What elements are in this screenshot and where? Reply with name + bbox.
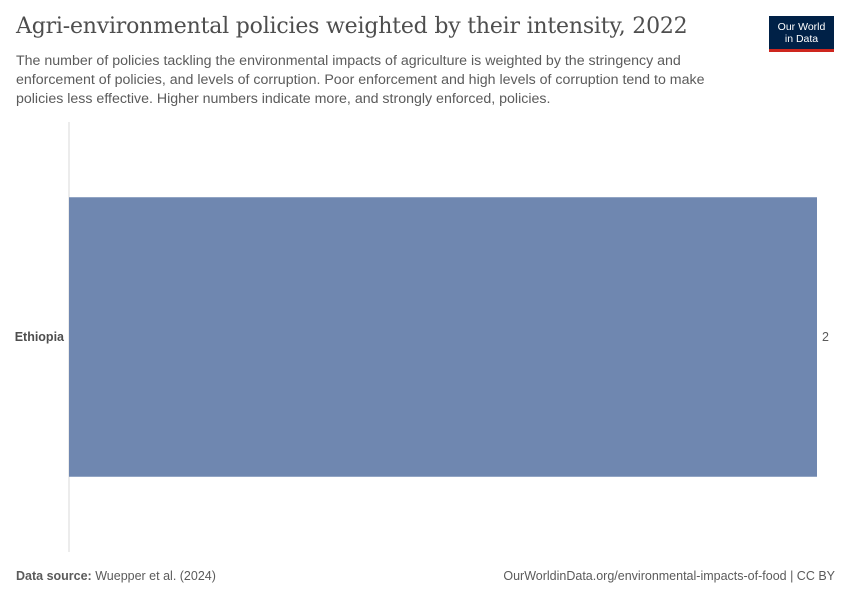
data-source: Data source: Wuepper et al. (2024): [16, 569, 216, 583]
data-source-label: Data source:: [16, 569, 92, 583]
logo-line-1: Our World: [777, 21, 826, 33]
bars-group: Ethiopia 2: [15, 197, 829, 477]
category-label: Ethiopia: [15, 330, 65, 344]
owid-logo[interactable]: Our World in Data: [769, 16, 834, 52]
value-label: 2: [822, 330, 829, 344]
data-source-text[interactable]: Wuepper et al. (2024): [95, 569, 216, 583]
chart-subtitle: The number of policies tackling the envi…: [16, 53, 705, 107]
logo-line-2: in Data: [784, 33, 819, 45]
bar-ethiopia[interactable]: [69, 197, 817, 477]
footer-url[interactable]: OurWorldinData.org/environmental-impacts…: [503, 569, 835, 583]
chart-title: Agri-environmental policies weighted by …: [16, 14, 688, 39]
